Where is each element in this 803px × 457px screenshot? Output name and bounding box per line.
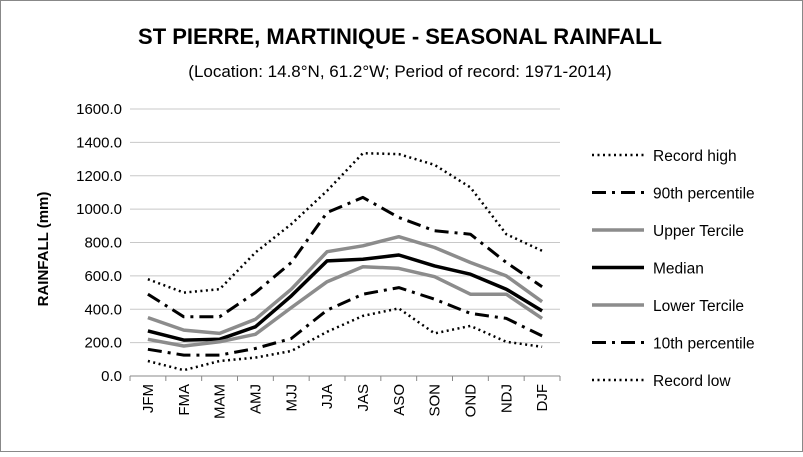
- series-line-upper-tercile: [147, 234, 544, 336]
- x-tick-label: NDJ: [498, 384, 515, 413]
- x-tick-label: AMJ: [247, 384, 264, 414]
- y-tick-label: 1000.0: [76, 201, 122, 218]
- series-line-record-high: [147, 151, 543, 294]
- x-tick-label: MAM: [212, 384, 229, 419]
- x-tick-label: DJF: [534, 384, 551, 412]
- y-tick-label: 200.0: [84, 335, 122, 352]
- x-tick-label: MJJ: [283, 384, 300, 412]
- legend-label: Record low: [653, 373, 731, 390]
- x-tick-label: JAS: [355, 384, 372, 412]
- x-tick-label: JJA: [319, 384, 336, 409]
- legend-label: Record high: [653, 148, 737, 165]
- legend-label: Median: [653, 261, 704, 278]
- series-line-lower-tercile: [147, 264, 544, 348]
- y-tick-label: 0.0: [101, 368, 122, 385]
- y-tick-label: 600.0: [84, 268, 122, 285]
- y-tick-label: 1200.0: [76, 168, 122, 185]
- y-tick-label: 1400.0: [76, 134, 122, 151]
- chart-subtitle: (Location: 14.8°N, 61.2°W; Period of rec…: [188, 62, 611, 81]
- legend-label: Upper Tercile: [653, 223, 744, 240]
- legend-label: 10th percentile: [653, 336, 755, 353]
- legend: Record high 90th percentile Upper Tercile M…: [592, 148, 755, 390]
- x-tick-label: JFM: [140, 384, 157, 413]
- chart-title: ST PIERRE, MARTINIQUE - SEASONAL RAINFAL…: [138, 24, 662, 49]
- x-tick-label: OND: [462, 384, 479, 418]
- legend-label: 90th percentile: [653, 186, 755, 203]
- legend-label: Lower Tercile: [653, 298, 744, 315]
- x-tick-label: ASO: [391, 384, 408, 416]
- y-tick-label: 1600.0: [76, 101, 122, 118]
- y-axis-title: RAINFALL (mm): [35, 192, 52, 307]
- series-lines: [147, 151, 544, 372]
- y-tick-label: 400.0: [84, 301, 122, 318]
- x-tick-labels: JFM FMA MAM AMJ MJJ JJA JAS ASO SON OND NDJ DJF: [129, 376, 561, 419]
- y-tick-label: 800.0: [84, 235, 122, 252]
- x-tick-label: SON: [427, 384, 444, 417]
- series-line-median: [147, 253, 544, 342]
- x-tick-label: FMA: [176, 384, 193, 416]
- series-line-10th-percentile: [147, 286, 543, 357]
- series-line-record-low: [147, 307, 543, 372]
- y-tick-labels: 0.0 200.0 400.0 600.0 800.0 1000.0 1200.0 1400.…: [76, 101, 122, 385]
